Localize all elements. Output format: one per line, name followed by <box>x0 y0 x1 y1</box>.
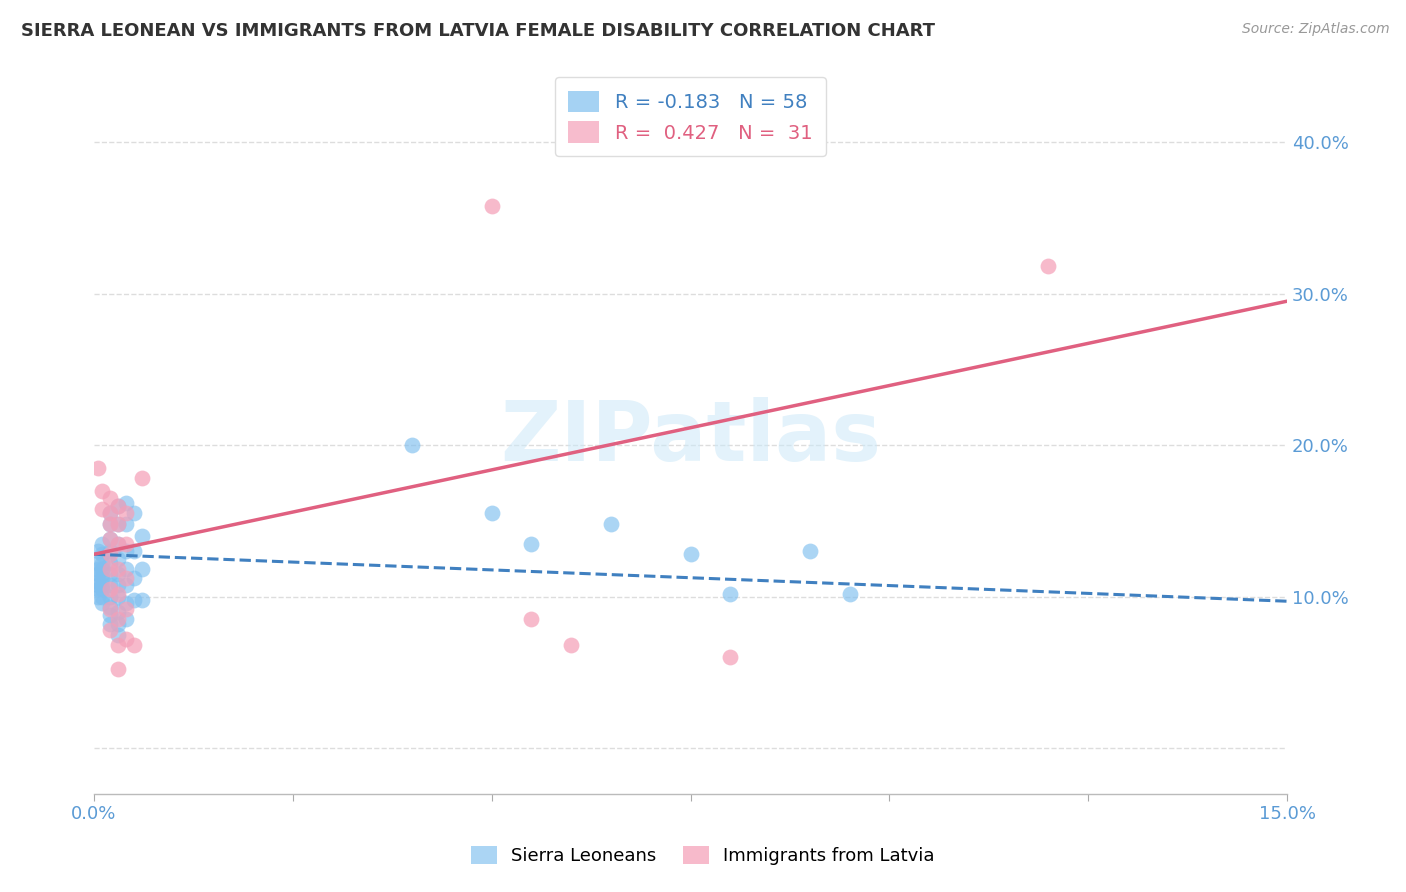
Point <box>98 516 121 531</box>
Point <box>98 600 121 615</box>
Point <box>90 577 112 591</box>
Point <box>107 516 129 531</box>
Point <box>87 557 110 571</box>
Point <box>114 596 136 610</box>
Point <box>107 638 129 652</box>
Point <box>679 547 702 561</box>
Point <box>107 499 129 513</box>
Point <box>90 590 112 604</box>
Point <box>98 532 121 546</box>
Point <box>481 199 503 213</box>
Point <box>107 590 129 604</box>
Point <box>114 536 136 550</box>
Point <box>114 496 136 510</box>
Point <box>107 516 129 531</box>
Point <box>107 587 129 601</box>
Point <box>114 632 136 646</box>
Point <box>98 582 121 596</box>
Point <box>122 638 145 652</box>
Text: ZIPatlas: ZIPatlas <box>501 397 882 478</box>
Point <box>122 592 145 607</box>
Point <box>114 602 136 616</box>
Point <box>520 536 543 550</box>
Point <box>90 572 112 586</box>
Point <box>114 506 136 520</box>
Point <box>87 582 110 596</box>
Point <box>98 516 121 531</box>
Point <box>107 562 129 576</box>
Point <box>107 627 129 641</box>
Point <box>90 566 112 581</box>
Point <box>98 562 121 576</box>
Point <box>98 602 121 616</box>
Point <box>98 506 121 520</box>
Point <box>107 612 129 626</box>
Point <box>114 577 136 591</box>
Point <box>107 499 129 513</box>
Point <box>90 483 112 498</box>
Text: SIERRA LEONEAN VS IMMIGRANTS FROM LATVIA FEMALE DISABILITY CORRELATION CHART: SIERRA LEONEAN VS IMMIGRANTS FROM LATVIA… <box>21 22 935 40</box>
Legend: R = -0.183   N = 58, R =  0.427   N =  31: R = -0.183 N = 58, R = 0.427 N = 31 <box>555 77 827 156</box>
Point <box>98 491 121 505</box>
Point <box>90 547 112 561</box>
Point <box>131 562 153 576</box>
Point <box>114 562 136 576</box>
Point <box>98 544 121 558</box>
Point <box>1038 260 1060 274</box>
Point <box>98 557 121 571</box>
Point <box>87 566 110 581</box>
Point <box>87 577 110 591</box>
Point <box>98 607 121 622</box>
Point <box>107 577 129 591</box>
Point <box>838 587 860 601</box>
Point <box>122 506 145 520</box>
Point <box>98 577 121 591</box>
Point <box>718 587 741 601</box>
Point <box>87 574 110 589</box>
Point <box>87 544 110 558</box>
Point <box>87 590 110 604</box>
Point <box>98 532 121 546</box>
Point <box>107 616 129 631</box>
Point <box>87 461 110 475</box>
Point <box>90 582 112 596</box>
Point <box>718 650 741 665</box>
Point <box>107 662 129 676</box>
Point <box>401 438 423 452</box>
Point <box>87 562 110 576</box>
Point <box>131 529 153 543</box>
Point <box>107 551 129 566</box>
Point <box>98 506 121 520</box>
Point <box>600 516 623 531</box>
Point <box>98 590 121 604</box>
Point <box>114 516 136 531</box>
Point <box>90 501 112 516</box>
Point <box>481 506 503 520</box>
Point <box>98 616 121 631</box>
Point <box>114 572 136 586</box>
Point <box>90 562 112 576</box>
Point <box>131 592 153 607</box>
Point <box>107 536 129 550</box>
Point <box>90 536 112 550</box>
Text: Source: ZipAtlas.com: Source: ZipAtlas.com <box>1241 22 1389 37</box>
Point <box>98 547 121 561</box>
Point <box>114 612 136 626</box>
Point <box>107 566 129 581</box>
Point <box>122 544 145 558</box>
Point <box>560 638 582 652</box>
Point <box>114 544 136 558</box>
Point <box>107 605 129 619</box>
Point <box>520 612 543 626</box>
Point <box>98 623 121 637</box>
Legend: Sierra Leoneans, Immigrants from Latvia: Sierra Leoneans, Immigrants from Latvia <box>464 839 942 872</box>
Point <box>122 572 145 586</box>
Point <box>90 557 112 571</box>
Point <box>90 596 112 610</box>
Point <box>799 544 821 558</box>
Point <box>107 536 129 550</box>
Point <box>98 566 121 581</box>
Point <box>131 471 153 485</box>
